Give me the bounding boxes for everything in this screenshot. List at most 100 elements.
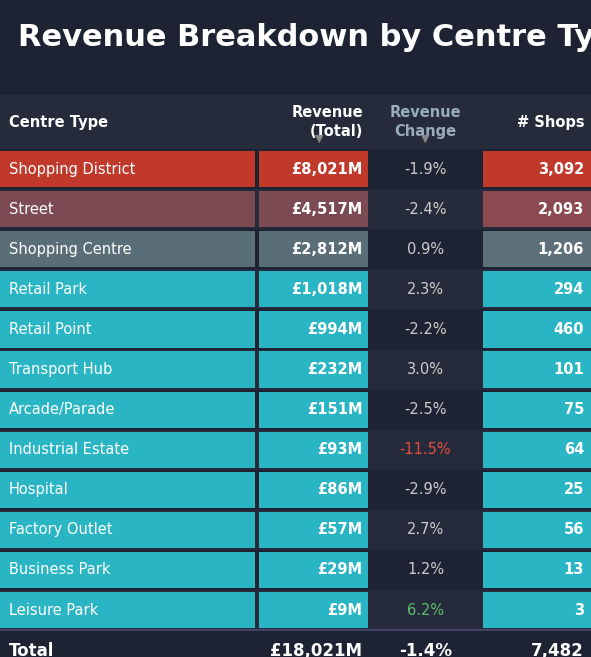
Bar bbox=[259, 432, 368, 468]
Bar bbox=[483, 191, 591, 227]
Text: 7,482: 7,482 bbox=[531, 643, 584, 657]
Text: 3,092: 3,092 bbox=[538, 162, 584, 177]
Bar bbox=[0, 311, 255, 348]
Text: 3: 3 bbox=[574, 602, 584, 618]
Bar bbox=[483, 392, 591, 428]
Text: 13: 13 bbox=[564, 562, 584, 578]
Text: Industrial Estate: Industrial Estate bbox=[9, 442, 129, 457]
Bar bbox=[483, 472, 591, 508]
Text: Revenue Breakdown by Centre Type: Revenue Breakdown by Centre Type bbox=[18, 23, 591, 52]
Bar bbox=[0, 550, 591, 590]
Text: £57M: £57M bbox=[317, 522, 362, 537]
Text: £9M: £9M bbox=[327, 602, 362, 618]
Bar bbox=[259, 392, 368, 428]
Text: Factory Outlet: Factory Outlet bbox=[9, 522, 112, 537]
Bar bbox=[0, 189, 591, 229]
Text: 294: 294 bbox=[554, 282, 584, 297]
Bar bbox=[483, 512, 591, 548]
Text: £2,812M: £2,812M bbox=[291, 242, 362, 257]
Text: Business Park: Business Park bbox=[9, 562, 111, 578]
Bar bbox=[0, 552, 255, 588]
Text: 6.2%: 6.2% bbox=[407, 602, 444, 618]
Text: £232M: £232M bbox=[307, 362, 362, 377]
Text: Shopping District: Shopping District bbox=[9, 162, 135, 177]
Bar bbox=[483, 311, 591, 348]
Bar bbox=[0, 271, 255, 307]
Text: Revenue
Change: Revenue Change bbox=[389, 105, 462, 139]
Text: 2,093: 2,093 bbox=[538, 202, 584, 217]
Bar bbox=[0, 229, 591, 269]
Bar bbox=[0, 470, 591, 510]
Text: Transport Hub: Transport Hub bbox=[9, 362, 112, 377]
Bar bbox=[0, 512, 255, 548]
Bar bbox=[483, 231, 591, 267]
Bar bbox=[0, 149, 591, 189]
Text: 101: 101 bbox=[553, 362, 584, 377]
Bar bbox=[259, 151, 368, 187]
Text: Arcade/Parade: Arcade/Parade bbox=[9, 402, 115, 417]
Text: -1.9%: -1.9% bbox=[404, 162, 447, 177]
Text: -11.5%: -11.5% bbox=[400, 442, 452, 457]
Text: 2.7%: 2.7% bbox=[407, 522, 444, 537]
Text: £86M: £86M bbox=[317, 482, 362, 497]
Bar bbox=[0, 392, 255, 428]
Text: £1,018M: £1,018M bbox=[291, 282, 362, 297]
Text: 25: 25 bbox=[564, 482, 584, 497]
Bar bbox=[259, 191, 368, 227]
Text: £18,021M: £18,021M bbox=[270, 643, 362, 657]
Text: Hospital: Hospital bbox=[9, 482, 69, 497]
Text: ▼: ▼ bbox=[421, 134, 430, 144]
Text: Shopping Centre: Shopping Centre bbox=[9, 242, 131, 257]
Text: Centre Type: Centre Type bbox=[9, 115, 108, 129]
Text: 75: 75 bbox=[564, 402, 584, 417]
Text: -2.9%: -2.9% bbox=[404, 482, 447, 497]
Text: -2.5%: -2.5% bbox=[404, 402, 447, 417]
Bar bbox=[483, 592, 591, 628]
Text: 0.9%: 0.9% bbox=[407, 242, 444, 257]
Bar bbox=[0, 269, 591, 309]
Bar bbox=[0, 151, 255, 187]
Bar bbox=[0, 351, 255, 388]
Bar bbox=[259, 552, 368, 588]
Bar bbox=[259, 231, 368, 267]
Text: £994M: £994M bbox=[307, 322, 362, 337]
Bar bbox=[483, 432, 591, 468]
Bar bbox=[0, 350, 591, 390]
Bar bbox=[0, 390, 591, 430]
Text: -2.4%: -2.4% bbox=[404, 202, 447, 217]
Text: 1,206: 1,206 bbox=[538, 242, 584, 257]
Bar bbox=[483, 351, 591, 388]
Bar bbox=[0, 191, 255, 227]
Bar bbox=[0, 630, 591, 657]
Text: # Shops: # Shops bbox=[518, 115, 585, 129]
Bar bbox=[0, 309, 591, 350]
Text: £4,517M: £4,517M bbox=[291, 202, 362, 217]
Text: Street: Street bbox=[9, 202, 54, 217]
Text: 56: 56 bbox=[564, 522, 584, 537]
Text: 3.0%: 3.0% bbox=[407, 362, 444, 377]
Text: 460: 460 bbox=[553, 322, 584, 337]
Text: Retail Point: Retail Point bbox=[9, 322, 92, 337]
Bar bbox=[0, 430, 591, 470]
Bar bbox=[259, 351, 368, 388]
Text: -2.2%: -2.2% bbox=[404, 322, 447, 337]
Text: 1.2%: 1.2% bbox=[407, 562, 444, 578]
Bar bbox=[0, 590, 591, 630]
Bar bbox=[0, 95, 591, 149]
Text: £8,021M: £8,021M bbox=[291, 162, 362, 177]
Bar bbox=[0, 472, 255, 508]
Bar bbox=[259, 311, 368, 348]
Bar bbox=[259, 271, 368, 307]
Text: ▼: ▼ bbox=[314, 134, 323, 144]
Bar bbox=[0, 510, 591, 550]
Text: Total: Total bbox=[9, 643, 54, 657]
Text: Revenue
(Total): Revenue (Total) bbox=[292, 105, 363, 139]
Bar bbox=[0, 432, 255, 468]
Text: Retail Park: Retail Park bbox=[9, 282, 87, 297]
Text: Leisure Park: Leisure Park bbox=[9, 602, 98, 618]
Bar bbox=[259, 472, 368, 508]
Text: £151M: £151M bbox=[307, 402, 362, 417]
Bar bbox=[0, 231, 255, 267]
Bar bbox=[259, 592, 368, 628]
Text: 64: 64 bbox=[564, 442, 584, 457]
